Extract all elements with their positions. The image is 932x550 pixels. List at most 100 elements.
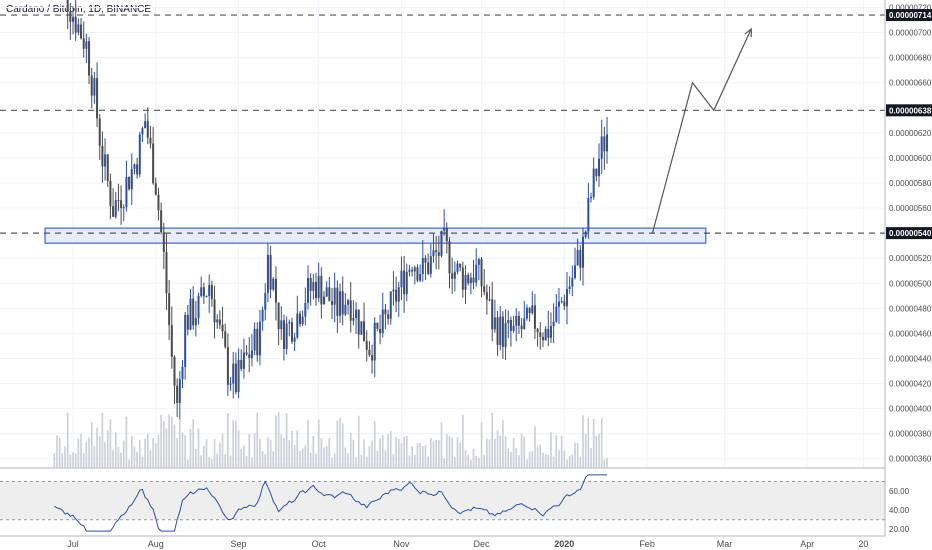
symbol-title: Cardano / Bitcoin, 1D, BINANCE <box>6 4 152 15</box>
volume-bar <box>112 449 114 468</box>
time-tick-label: Oct <box>312 539 327 549</box>
volume-bar <box>256 412 259 468</box>
candle-body <box>309 277 312 291</box>
price-tag-bg <box>886 104 932 117</box>
volume-bar <box>64 446 66 468</box>
volume-bar <box>285 413 288 468</box>
price-tag-label: 0.00000540 <box>889 229 932 238</box>
candle-body <box>536 328 539 333</box>
support-zone[interactable] <box>44 227 707 244</box>
candle-body <box>582 236 584 268</box>
candle-body <box>232 363 235 384</box>
volume-bar <box>582 415 584 468</box>
price-tick-label: 0.00000700 <box>889 29 932 38</box>
candle-body <box>248 354 251 359</box>
volume-bar <box>576 442 579 468</box>
candle-body <box>205 295 208 297</box>
candle-body <box>149 137 152 144</box>
candle-body <box>509 319 512 331</box>
volume-bar <box>245 456 248 468</box>
volume-bar <box>280 434 283 468</box>
candle-body <box>88 41 91 76</box>
volume-bar <box>563 450 566 468</box>
volume-bar <box>293 445 296 468</box>
candle-body <box>339 291 342 316</box>
candle-body <box>72 16 75 22</box>
candle-body <box>282 320 285 349</box>
candle-body <box>475 264 478 283</box>
candle-body <box>541 336 544 341</box>
candle-body <box>592 168 595 198</box>
volume-bar <box>192 419 194 468</box>
horizontal-levels[interactable] <box>0 14 885 234</box>
volume-bar <box>499 435 502 468</box>
volume-bar <box>544 454 547 468</box>
time-tick-label: Dec <box>474 539 491 549</box>
candle-body <box>419 274 422 281</box>
volume-bar <box>488 439 491 468</box>
candle-body <box>106 154 109 181</box>
volume-bar <box>275 415 277 468</box>
candle-body <box>269 254 272 290</box>
candle-body <box>598 158 601 177</box>
candle-body <box>331 301 334 305</box>
volume-bar <box>603 459 606 468</box>
projection-path[interactable] <box>651 27 752 234</box>
candle-body <box>600 136 603 159</box>
volume-bar <box>224 454 227 468</box>
candle-body <box>176 385 179 403</box>
volume-bar <box>53 453 56 468</box>
candle-body <box>112 206 115 217</box>
volume-bar <box>272 451 275 468</box>
volume-bar <box>595 435 598 468</box>
volume-bar <box>88 437 90 468</box>
candle-body <box>355 309 358 319</box>
candle-body <box>421 257 424 275</box>
candle-body <box>312 282 315 291</box>
candle-body <box>595 168 598 177</box>
candle-body <box>371 355 374 361</box>
volume-bar <box>376 450 379 468</box>
candle-body <box>472 277 475 283</box>
volume-bar <box>56 435 58 468</box>
candle-body <box>525 307 528 319</box>
volume-bar <box>104 442 106 468</box>
candle-body <box>603 136 606 152</box>
volume-bar <box>512 438 515 468</box>
candle-body <box>154 183 157 195</box>
price-axis[interactable]: 0.00000720 0.00000700 0.00000680 0.00000660… <box>884 0 932 536</box>
candle-body <box>349 300 352 321</box>
candle-body <box>253 328 256 351</box>
candle-body <box>194 318 197 326</box>
candle-body <box>437 252 440 256</box>
volume-bar <box>472 448 475 468</box>
volume-bar <box>368 446 371 468</box>
candle-body <box>341 291 344 315</box>
candle-body <box>120 200 123 209</box>
price-tag-bg <box>886 9 932 22</box>
volume-bar <box>568 455 571 468</box>
volume-bar <box>432 441 435 468</box>
volume-bar <box>203 445 205 468</box>
volume-bar <box>149 449 152 468</box>
candle-body <box>130 169 133 190</box>
volume-bar <box>435 439 437 468</box>
time-axis[interactable]: Jul Aug Sep Oct Nov Dec 2020 Feb Mar Apr 20 <box>0 535 885 549</box>
price-tick-label: 0.00000660 <box>889 79 932 88</box>
candle-body <box>136 164 139 175</box>
candle-body <box>405 271 408 295</box>
volume-bar <box>574 442 576 468</box>
candle-body <box>264 292 267 310</box>
candle-body <box>218 319 221 325</box>
volume-bar <box>309 452 312 468</box>
candle-body <box>488 299 491 301</box>
volume-bar <box>467 454 469 468</box>
candle-body <box>290 322 293 342</box>
candle-body <box>440 230 443 256</box>
volume-bar <box>480 422 483 468</box>
volume-bar <box>454 457 456 468</box>
candle-body <box>397 287 400 302</box>
candle-body <box>587 198 590 232</box>
volume-bar <box>146 433 149 468</box>
